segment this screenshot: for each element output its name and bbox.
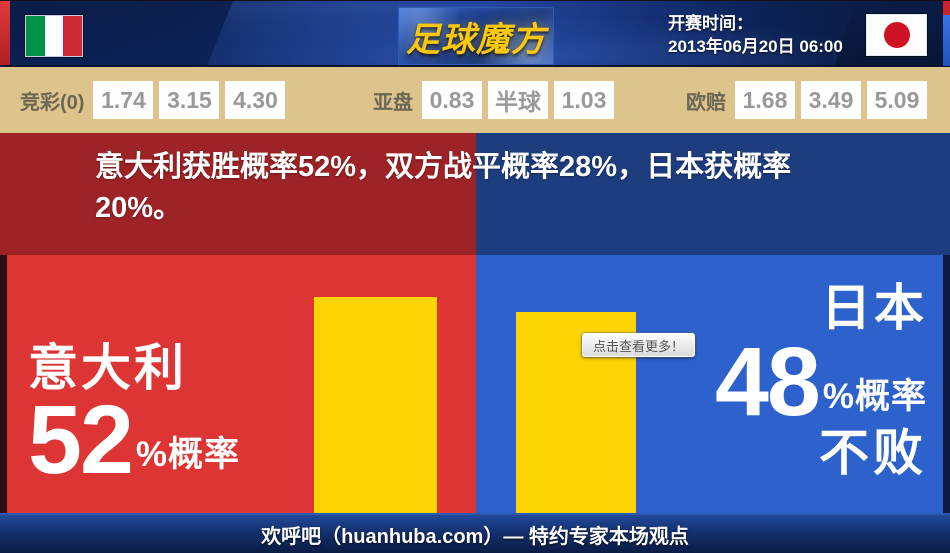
summary-band-home-bg bbox=[0, 133, 476, 255]
probability-summary-line1: 意大利获胜概率52%，双方战平概率28%，日本获概率 bbox=[95, 151, 792, 183]
view-more-tooltip[interactable]: 点击查看更多！ bbox=[582, 333, 696, 357]
odds-value-yapan-handicap[interactable]: 半球 bbox=[488, 81, 548, 119]
away-team-block: 日本 48 %概率 不败 bbox=[715, 281, 927, 481]
odds-value-jingcai-lose[interactable]: 4.30 bbox=[225, 81, 286, 119]
odds-group-oupei: 欧赔 1.68 3.49 5.09 bbox=[686, 67, 933, 133]
kickoff-time: 开赛时间： 2013年06月20日 06:00 bbox=[668, 12, 843, 58]
italy-flag-white bbox=[44, 16, 64, 56]
versus-section: 意大利 52 %概率 日本 48 %概率 不败 点击查看更多！ bbox=[0, 255, 950, 513]
footer-text: 欢呼吧（huanhuba.com）— 特约专家本场观点 bbox=[261, 525, 689, 548]
odds-label-jingcai: 竞彩(0) bbox=[20, 91, 85, 114]
odds-group-yapan: 亚盘 0.83 半球 1.03 bbox=[373, 67, 620, 133]
right-edge-strip bbox=[943, 15, 950, 66]
left-shade-border bbox=[0, 255, 7, 513]
odds-group-jingcai: 竞彩(0) 1.74 3.15 4.30 bbox=[20, 67, 291, 133]
italy-flag-green bbox=[26, 16, 45, 56]
odds-value-jingcai-draw[interactable]: 3.15 bbox=[159, 81, 220, 119]
japan-flag-icon bbox=[866, 14, 927, 56]
odds-label-yapan: 亚盘 bbox=[373, 91, 413, 114]
odds-value-oupei-draw[interactable]: 3.49 bbox=[801, 81, 861, 119]
header: 足球魔方 开赛时间： 2013年06月20日 06:00 bbox=[0, 0, 950, 67]
away-probability-value: 48 bbox=[714, 327, 821, 436]
site-logo[interactable]: 足球魔方 bbox=[398, 7, 554, 65]
odds-value-yapan-home[interactable]: 0.83 bbox=[422, 81, 482, 119]
site-logo-text: 足球魔方 bbox=[406, 20, 546, 59]
away-team-name: 日本 bbox=[821, 280, 927, 336]
away-unbeaten-label: 不败 bbox=[819, 425, 927, 481]
odds-label-oupei: 欧赔 bbox=[686, 91, 726, 114]
odds-value-yapan-away[interactable]: 1.03 bbox=[554, 81, 614, 119]
kickoff-label: 开赛时间： bbox=[668, 14, 753, 33]
kickoff-datetime: 2013年06月20日 06:00 bbox=[668, 37, 843, 56]
home-probability-suffix: %概率 bbox=[135, 435, 241, 474]
probability-summary-line2: 20%。 bbox=[95, 192, 183, 224]
summary-band: 意大利获胜概率52%，双方战平概率28%，日本获概率 20%。 bbox=[0, 133, 950, 255]
home-probability-value: 52 bbox=[28, 385, 134, 494]
home-probability-bar[interactable] bbox=[314, 297, 437, 513]
summary-band-away-bg bbox=[476, 133, 950, 255]
italy-flag-icon bbox=[25, 15, 83, 57]
odds-value-oupei-lose[interactable]: 5.09 bbox=[867, 81, 927, 119]
odds-value-oupei-win[interactable]: 1.68 bbox=[735, 81, 795, 119]
japan-flag-disc bbox=[883, 22, 910, 48]
away-probability-suffix: %概率 bbox=[822, 377, 927, 416]
right-edge-strip-top bbox=[943, 1, 950, 15]
home-value-row: 52 %概率 bbox=[28, 385, 241, 494]
odds-value-jingcai-win[interactable]: 1.74 bbox=[93, 81, 154, 119]
odds-bar: 竞彩(0) 1.74 3.15 4.30 亚盘 0.83 半球 1.03 欧赔 … bbox=[0, 67, 950, 133]
italy-flag-red bbox=[63, 16, 82, 56]
footer-banner: 欢呼吧（huanhuba.com）— 特约专家本场观点 bbox=[0, 513, 950, 553]
left-edge-strip bbox=[0, 1, 10, 65]
away-value-row: 48 %概率 bbox=[714, 327, 927, 436]
home-team-block: 意大利 52 %概率 bbox=[28, 340, 241, 494]
home-team-name: 意大利 bbox=[28, 340, 187, 396]
probability-summary: 意大利获胜概率52%，双方战平概率28%，日本获概率 20%。 bbox=[95, 147, 895, 229]
right-shade-border bbox=[943, 255, 950, 513]
